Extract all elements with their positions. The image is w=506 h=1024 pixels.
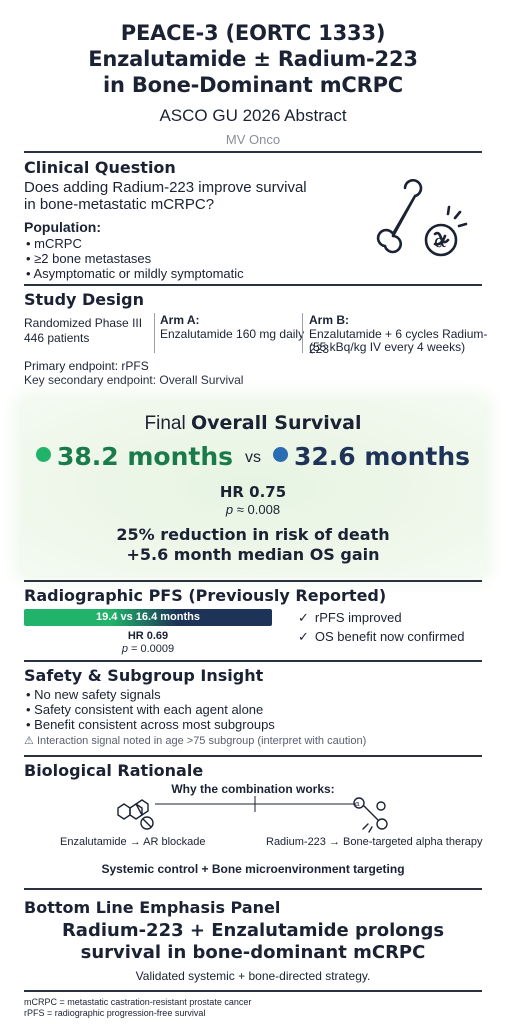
population-list: mCRPC ≥2 bone metastases Asymptomatic or…: [26, 236, 244, 281]
headline-line-2: survival in bone-dominant mCRPC: [80, 942, 426, 963]
reduction-line-1: 25% reduction in risk of death: [116, 525, 390, 544]
vs-label: vs: [245, 449, 261, 466]
author-credit: MV Onco: [225, 132, 281, 147]
checkmark-icon: ✓: [298, 629, 309, 644]
divider: [24, 888, 482, 890]
rpfs-p-value: p = 0.0009: [24, 643, 272, 655]
bone-alpha-icon: α: [376, 179, 468, 257]
bottom-line-heading: Bottom Line Emphasis Panel: [24, 898, 281, 917]
warning-triangle-icon: ⚠: [24, 735, 34, 747]
rpfs-hazard-ratio: HR 0.69: [127, 630, 169, 642]
population-item: mCRPC: [26, 236, 244, 251]
rationale-connector: [155, 796, 355, 812]
check-label: rPFS improved: [314, 610, 402, 625]
divider: [24, 580, 482, 582]
footnote: rPFS = radiographic progression-free sur…: [24, 1008, 206, 1018]
arm-a-os-value: 32.6 months: [294, 442, 471, 471]
divider: [24, 284, 482, 286]
population-label: Population:: [24, 219, 101, 235]
primary-endpoint: Primary endpoint: rPFS: [24, 359, 149, 373]
safety-item: No new safety signals: [26, 687, 275, 702]
page-header: PEACE-3 (EORTC 1333) Enzalutamide ± Radi…: [0, 0, 506, 147]
p-value: = 0.0009: [131, 643, 175, 655]
blue-dot-icon: [273, 447, 288, 462]
page-title-line-2: Enzalutamide ± Radium-223: [88, 47, 418, 71]
rpfs-heading: Radiographic PFS (Previously Reported): [24, 586, 387, 605]
bone-alpha-therapy-icon: α: [353, 797, 388, 833]
page-subtitle: ASCO GU 2026 Abstract: [159, 106, 347, 125]
divider: [24, 151, 482, 153]
warning-text: Interaction signal noted in age >75 subg…: [36, 735, 367, 747]
p-label: p: [121, 643, 128, 655]
os-reduction: 25% reduction in risk of death +5.6 mont…: [0, 525, 506, 565]
overall-survival-panel: [22, 400, 484, 575]
population-item: Asymptomatic or mildly symptomatic: [26, 266, 243, 281]
bottom-line-tagline: Validated systemic + bone-directed strat…: [135, 969, 371, 983]
secondary-endpoint: Key secondary endpoint: Overall Survival: [24, 373, 244, 387]
checkmark-icon: ✓: [298, 610, 309, 625]
arm-a-label: Arm A:: [160, 313, 200, 327]
left-mechanism-label: Enzalutamide → AR blockade: [60, 836, 206, 848]
safety-list: No new safety signals Safety consistent …: [26, 687, 275, 732]
os-hazard-ratio: HR 0.75: [219, 483, 287, 501]
os-heading-bold: Overall Survival: [191, 412, 362, 434]
right-mechanism-label: Radium-223 → Bone-targeted alpha therapy: [266, 836, 483, 848]
divider: [24, 990, 482, 992]
arm-b-label: Arm B:: [309, 313, 350, 327]
os-heading: Final Overall Survival: [0, 412, 506, 435]
divider: [24, 660, 482, 662]
svg-text:α: α: [355, 800, 360, 808]
subgroup-warning: ⚠ Interaction signal noted in age >75 su…: [24, 734, 366, 747]
population-item: ≥2 bone metastases: [26, 251, 244, 266]
reduction-line-2: +5.6 month median OS gain: [126, 545, 380, 564]
clinical-question-heading: Clinical Question: [24, 158, 176, 177]
molecule-ar-blockade-icon: [117, 799, 154, 830]
rationale-heading: Biological Rationale: [24, 761, 204, 780]
os-p-value: p ≈ 0.008: [0, 502, 506, 517]
design-line-1: Randomized Phase III: [24, 316, 143, 330]
arm-b-line-1: Enzalutamide + 6 cycles Radium-223: [309, 327, 488, 356]
rationale-subheading: Why the combination works:: [171, 782, 335, 796]
bottom-line-headline: Radium-223 + Enzalutamide prolongs survi…: [0, 920, 506, 964]
check-item: ✓ rPFS improved: [298, 610, 402, 626]
design-line-2: 446 patients: [24, 331, 90, 345]
divider: [24, 755, 482, 757]
os-comparison: 38.2 months vs 32.6 months: [0, 442, 506, 471]
check-label: OS benefit now confirmed: [314, 629, 465, 644]
svg-text:α: α: [434, 231, 446, 252]
column-divider: [302, 313, 303, 353]
page-title-line-3: in Bone-Dominant mCRPC: [102, 73, 404, 97]
p-value: ≈ 0.008: [236, 502, 281, 517]
page-title-line-1: PEACE-3 (EORTC 1333): [120, 21, 386, 45]
os-heading-prefix: Final: [144, 413, 186, 434]
headline-line-1: Radium-223 + Enzalutamide prolongs: [61, 920, 445, 941]
arm-a-text: Enzalutamide 160 mg daily: [160, 327, 305, 341]
rationale-summary: Systemic control + Bone microenvironment…: [101, 862, 405, 876]
footnote: mCRPC = metastatic castration-resistant …: [24, 997, 252, 1007]
rpfs-comparison-bar: 19.4 vs 16.4 months: [24, 609, 272, 626]
green-dot-icon: [35, 447, 51, 462]
question-line-1: Does adding Radium-223 improve survival: [24, 179, 307, 196]
p-label: p: [225, 502, 234, 517]
safety-item: Benefit consistent across most subgroups: [26, 717, 275, 732]
safety-heading: Safety & Subgroup Insight: [24, 666, 264, 685]
column-divider: [154, 313, 155, 353]
safety-item: Safety consistent with each agent alone: [26, 702, 275, 717]
study-design-heading: Study Design: [24, 290, 144, 309]
check-item: ✓ OS benefit now confirmed: [298, 629, 464, 645]
arm-b-os-value: 38.2 months: [56, 442, 233, 471]
arm-b-line-2: (55 kBq/kg IV every 4 weeks): [309, 340, 466, 354]
question-line-2: in bone-metastatic mCRPC?: [24, 196, 215, 213]
